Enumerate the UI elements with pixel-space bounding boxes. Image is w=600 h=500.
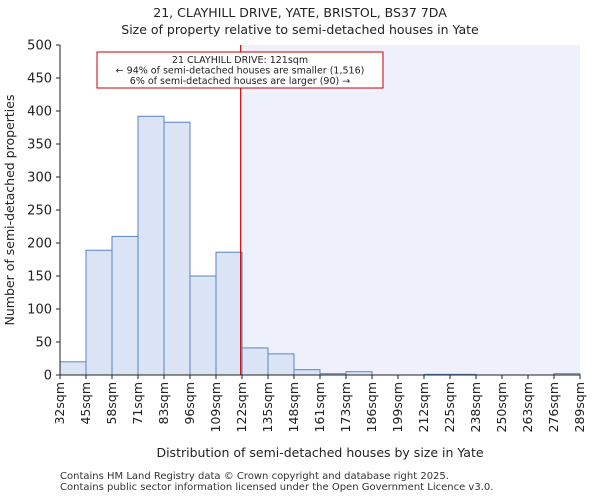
bar-135sqm: [267, 353, 295, 376]
y-tick-label: 450: [27, 72, 52, 87]
y-tick-label: 0: [44, 369, 52, 384]
footer-line-1: Contains HM Land Registry data © Crown c…: [60, 471, 449, 482]
y-tick-label: 100: [27, 303, 52, 318]
x-tick-label: 135sqm: [260, 382, 275, 432]
x-tick-label: 32sqm: [52, 382, 67, 425]
x-tick-label: 212sqm: [416, 382, 431, 432]
bar-96sqm: [189, 275, 217, 376]
x-tick-label: 289sqm: [572, 382, 587, 432]
x-tick-label: 45sqm: [78, 382, 93, 425]
footer-line-2: Contains public sector information licen…: [60, 482, 494, 493]
bar-122sqm: [241, 347, 269, 376]
x-tick-label: 71sqm: [130, 382, 145, 425]
x-tick-label: 148sqm: [286, 382, 301, 432]
x-tick-label: 186sqm: [364, 382, 379, 432]
x-tick-label: 161sqm: [312, 382, 327, 432]
y-tick-label: 500: [27, 39, 52, 54]
bar-148sqm: [293, 369, 321, 376]
x-tick-label: 250sqm: [494, 382, 509, 432]
title-line-1: 21, CLAYHILL DRIVE, YATE, BRISTOL, BS37 …: [153, 5, 447, 20]
x-tick-label: 96sqm: [182, 382, 197, 425]
bar-32sqm: [59, 361, 87, 376]
bar-45sqm: [85, 249, 113, 376]
bar-109sqm: [215, 251, 243, 376]
bar-58sqm: [111, 235, 139, 376]
x-tick-label: 109sqm: [208, 382, 223, 432]
y-tick-label: 50: [35, 336, 52, 351]
annotation-box: 21 CLAYHILL DRIVE: 121sqm← 94% of semi-d…: [96, 51, 384, 89]
y-axis-title: Number of semi-detached properties: [2, 95, 17, 326]
x-tick-label: 225sqm: [442, 382, 457, 432]
x-axis-title: Distribution of semi-detached houses by …: [156, 445, 483, 460]
y-tick-label: 300: [27, 171, 52, 186]
attribution-footer: Contains HM Land Registry data © Crown c…: [60, 471, 493, 493]
x-tick-label: 263sqm: [520, 382, 535, 432]
annotation-line-1: 21 CLAYHILL DRIVE: 121sqm: [172, 55, 308, 66]
x-tick-label: 238sqm: [468, 382, 483, 432]
bar-71sqm: [137, 115, 165, 376]
annotation-frame: [96, 51, 384, 89]
y-tick-label: 150: [27, 270, 52, 285]
chart-title: 21, CLAYHILL DRIVE, YATE, BRISTOL, BS37 …: [0, 4, 600, 38]
y-tick-label: 400: [27, 105, 52, 120]
bar-83sqm: [163, 121, 191, 376]
bars-group: [59, 115, 581, 376]
annotation-line-2: ← 94% of semi-detached houses are smalle…: [116, 66, 365, 77]
x-tick-label: 173sqm: [338, 382, 353, 432]
x-tick-label: 199sqm: [390, 382, 405, 432]
y-tick-label: 250: [27, 204, 52, 219]
x-tick-label: 83sqm: [156, 382, 171, 425]
y-tick-label: 350: [27, 138, 52, 153]
x-tick-label: 276sqm: [546, 382, 561, 432]
title-line-2: Size of property relative to semi-detach…: [121, 22, 479, 37]
annotation-line-3: 6% of semi-detached houses are larger (9…: [130, 76, 350, 87]
highlight-region: [240, 45, 580, 375]
axes-group: 0 50 100 150 200 250 300 350 400 450 500 32sqm 45sqm…: [2, 39, 587, 461]
x-tick-label: 58sqm: [104, 382, 119, 425]
x-tick-label: 122sqm: [234, 382, 249, 432]
y-tick-label: 200: [27, 237, 52, 252]
